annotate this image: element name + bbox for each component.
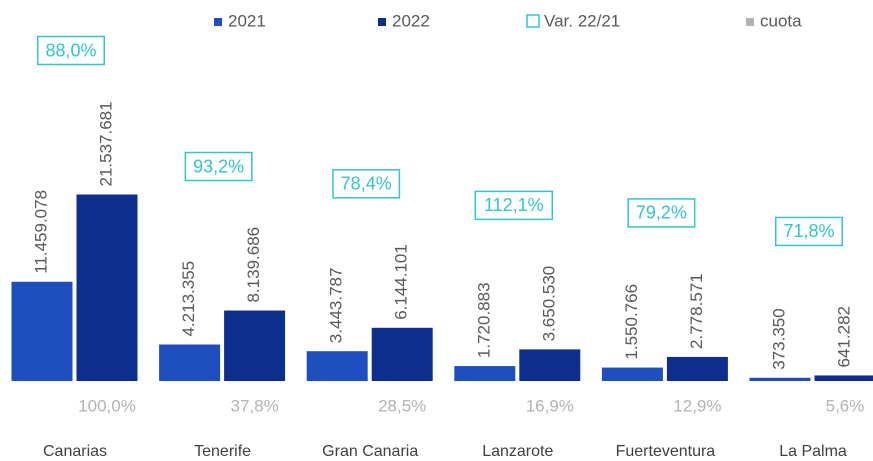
var-label: 93,2% bbox=[193, 156, 244, 176]
bar bbox=[306, 351, 368, 381]
cuota-label: 12,9% bbox=[673, 396, 721, 415]
x-tick-label: Lanzarote bbox=[482, 443, 553, 460]
data-label: 1.550.766 bbox=[622, 284, 641, 360]
legend-swatch bbox=[526, 14, 540, 28]
data-label: 3.443.787 bbox=[327, 268, 346, 344]
var-box bbox=[627, 198, 696, 228]
var-box bbox=[37, 35, 105, 66]
bar bbox=[11, 281, 73, 381]
var-box bbox=[332, 169, 401, 199]
bar bbox=[601, 367, 663, 381]
data-label: 8.139.686 bbox=[244, 227, 263, 303]
cuota-label: 100,0% bbox=[78, 396, 136, 415]
bar bbox=[371, 327, 433, 381]
data-label: 21.537.681 bbox=[96, 101, 115, 186]
cuota-label: 37,8% bbox=[230, 396, 278, 415]
data-label: 641.282 bbox=[834, 306, 853, 367]
x-tick-label: La Palma bbox=[779, 443, 847, 460]
bar bbox=[749, 377, 811, 381]
bar bbox=[159, 344, 221, 381]
var-box bbox=[474, 190, 554, 221]
x-tick-label: Gran Canaria bbox=[322, 443, 418, 460]
data-label: 2.778.571 bbox=[687, 273, 706, 349]
bar bbox=[814, 375, 873, 381]
bar bbox=[76, 194, 138, 381]
var-label: 71,8% bbox=[783, 221, 834, 241]
bar bbox=[666, 356, 728, 381]
legend-label: 2022 bbox=[392, 11, 430, 30]
data-label: 4.213.355 bbox=[179, 261, 198, 337]
x-tick-label: Tenerife bbox=[194, 443, 251, 460]
cuota-label: 28,5% bbox=[378, 396, 426, 415]
legend-label: Var. 22/21 bbox=[544, 11, 620, 30]
legend-label: cuota bbox=[760, 11, 802, 30]
bar bbox=[519, 349, 581, 381]
cuota-label: 5,6% bbox=[826, 396, 865, 415]
data-label: 11.459.078 bbox=[31, 190, 50, 274]
data-label: 1.720.883 bbox=[474, 282, 493, 358]
cuota-label: 16,9% bbox=[526, 396, 574, 415]
data-label: 6.144.101 bbox=[392, 244, 411, 320]
legend-swatch bbox=[746, 18, 754, 26]
var-label: 79,2% bbox=[636, 203, 687, 223]
bar bbox=[454, 366, 516, 381]
data-label: 373.350 bbox=[769, 308, 788, 369]
var-box bbox=[184, 151, 253, 182]
x-tick-label: Canarias bbox=[43, 443, 107, 460]
legend-label: 2021 bbox=[228, 11, 266, 30]
legend-swatch bbox=[214, 18, 222, 26]
data-label: 3.650.530 bbox=[539, 266, 558, 342]
var-label: 112,1% bbox=[484, 195, 544, 215]
var-label: 88,0% bbox=[45, 40, 96, 60]
legend-swatch bbox=[378, 18, 386, 26]
bar bbox=[224, 310, 286, 381]
var-box bbox=[775, 216, 843, 247]
x-tick-label: Fuerteventura bbox=[616, 443, 716, 460]
var-label: 78,4% bbox=[341, 174, 392, 194]
